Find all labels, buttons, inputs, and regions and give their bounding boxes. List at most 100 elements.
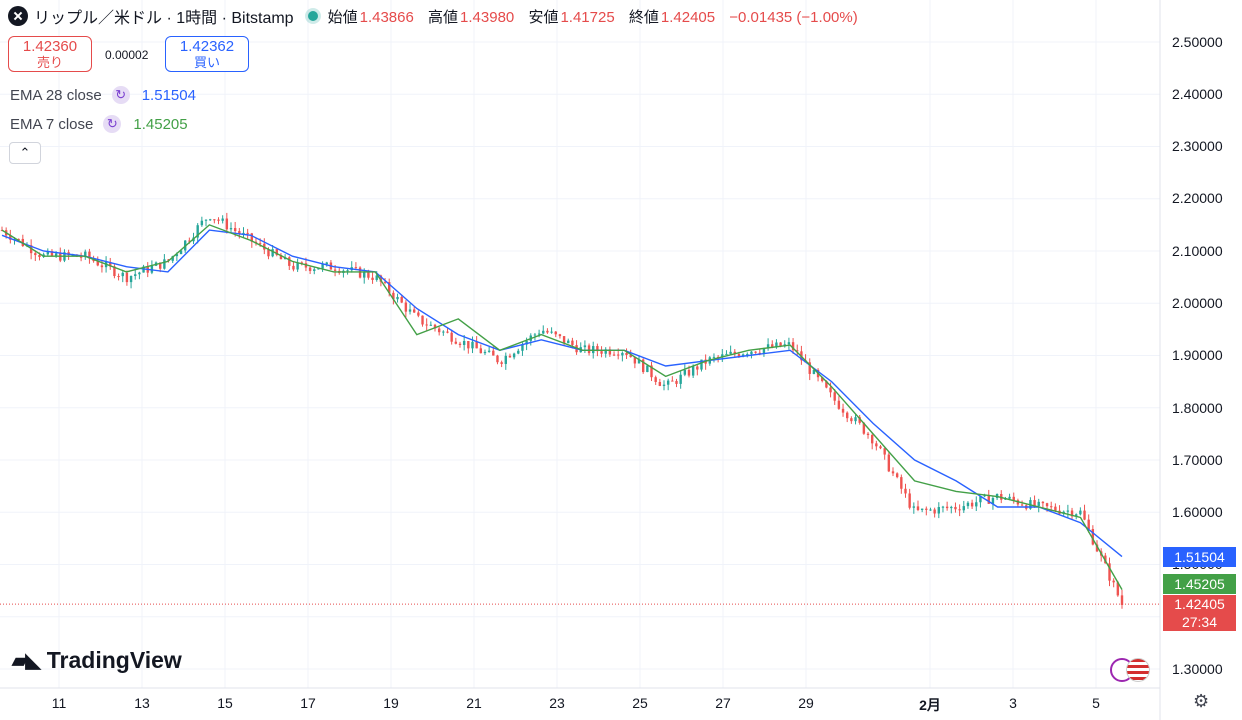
candle-body xyxy=(658,381,662,386)
currency-flag-icon[interactable] xyxy=(1110,658,1150,684)
sell-price: 1.42360 xyxy=(22,38,78,55)
candle-body xyxy=(1087,519,1090,530)
x-tick-label: 2月 xyxy=(919,697,941,713)
candle-body xyxy=(829,387,832,393)
candle-body xyxy=(9,235,12,240)
candle-body xyxy=(1045,503,1049,507)
candle-body xyxy=(883,448,886,455)
candle-body xyxy=(862,422,866,434)
indicator-ema28[interactable]: EMA 28 close ↻ 1.51504 xyxy=(10,84,196,106)
candle-body xyxy=(775,342,778,348)
candle-body xyxy=(417,312,420,316)
candle-body xyxy=(333,269,337,271)
candle-body xyxy=(412,309,416,313)
candle-body xyxy=(1120,595,1124,605)
ohlc-values: 始値 1.43866 高値 1.43980 安値 1.41725 終値 1.42405 … xyxy=(328,6,868,27)
candle-body xyxy=(467,340,470,349)
candle-body xyxy=(188,240,191,242)
candle-body xyxy=(1112,580,1115,583)
candle-body xyxy=(79,256,83,258)
candle-body xyxy=(617,354,620,356)
candle-body xyxy=(517,350,520,354)
candle-body xyxy=(271,249,274,257)
high-label: 高値 xyxy=(428,8,459,26)
candle-body xyxy=(808,362,811,374)
candle-body xyxy=(687,369,691,376)
candle-body xyxy=(1033,500,1036,507)
candle-body xyxy=(712,356,716,358)
cycle-icon[interactable]: ↻ xyxy=(111,86,130,104)
change-value: −0.01435 (−1.00%) xyxy=(729,8,858,26)
candle-body xyxy=(208,219,212,221)
buy-button[interactable]: 1.42362 買い xyxy=(165,36,249,72)
candle-body xyxy=(958,509,961,511)
x-tick-label: 27 xyxy=(715,695,731,711)
candle-body xyxy=(159,262,162,269)
candle-body xyxy=(125,272,129,283)
candle-body xyxy=(179,250,183,255)
candle-body xyxy=(1079,510,1082,515)
candle-body xyxy=(604,349,607,354)
candle-body xyxy=(138,272,141,275)
chevron-up-icon: ⌃ xyxy=(19,145,31,160)
candle-body xyxy=(163,259,166,269)
symbol-title[interactable]: リップル／米ドル · 1時間 · Bitstamp xyxy=(34,10,294,27)
candle-body xyxy=(113,266,116,277)
candle-body xyxy=(317,268,320,270)
candle-body xyxy=(171,256,174,261)
candle-body xyxy=(895,473,899,478)
candle-body xyxy=(875,443,878,447)
x-tick-label: 13 xyxy=(134,695,150,711)
close-value: 1.42405 xyxy=(660,8,716,26)
candle-body xyxy=(1020,504,1024,506)
candle-body xyxy=(954,506,957,510)
candle-body xyxy=(1070,510,1074,517)
candle-body xyxy=(766,344,770,349)
candle-body xyxy=(925,508,928,510)
xrp-symbol-icon[interactable] xyxy=(8,6,28,26)
candle-body xyxy=(288,257,291,266)
y-tick-label: 2.50000 xyxy=(1172,34,1223,50)
y-tick-label: 1.90000 xyxy=(1172,347,1223,363)
collapse-legend-button[interactable]: ⌃ xyxy=(9,142,41,164)
candle-body xyxy=(666,380,670,385)
sell-button[interactable]: 1.42360 売り xyxy=(8,36,92,72)
candle-body xyxy=(379,275,383,282)
candle-body xyxy=(846,412,849,419)
candle-body xyxy=(562,336,566,344)
candle-body xyxy=(109,261,112,267)
tradingview-logo[interactable]: ▰◣ TradingView xyxy=(12,647,182,674)
candle-body xyxy=(388,282,391,293)
candle-body xyxy=(425,324,428,326)
candle-body xyxy=(679,374,682,384)
candle-body xyxy=(762,348,766,354)
candle-body xyxy=(641,359,645,373)
candle-body xyxy=(134,274,137,276)
settings-gear-icon[interactable]: ⚙ xyxy=(1193,691,1210,711)
cycle-icon[interactable]: ↻ xyxy=(103,115,122,133)
close-label: 終値 xyxy=(628,8,659,26)
candle-body xyxy=(433,324,437,329)
candle-body xyxy=(600,351,603,354)
candle-body xyxy=(891,471,895,474)
candle-body xyxy=(554,331,557,335)
candle-body xyxy=(233,228,237,232)
candle-body xyxy=(812,369,816,374)
indicator-ema7[interactable]: EMA 7 close ↻ 1.45205 xyxy=(10,113,188,135)
x-tick-label: 17 xyxy=(300,695,316,711)
candle-body xyxy=(525,340,528,345)
x-tick-label: 29 xyxy=(798,695,814,711)
candle-body xyxy=(1050,506,1053,508)
candle-body xyxy=(446,331,449,333)
candle-body xyxy=(238,231,241,235)
candle-body xyxy=(371,277,374,280)
candle-body xyxy=(1108,563,1111,581)
candle-body xyxy=(50,251,54,256)
candle-body xyxy=(175,254,179,257)
low-value: 1.41725 xyxy=(560,8,615,26)
candle-body xyxy=(879,446,882,449)
candle-body xyxy=(34,253,37,256)
candle-body xyxy=(400,296,403,303)
y-tick-label: 1.80000 xyxy=(1172,400,1223,416)
